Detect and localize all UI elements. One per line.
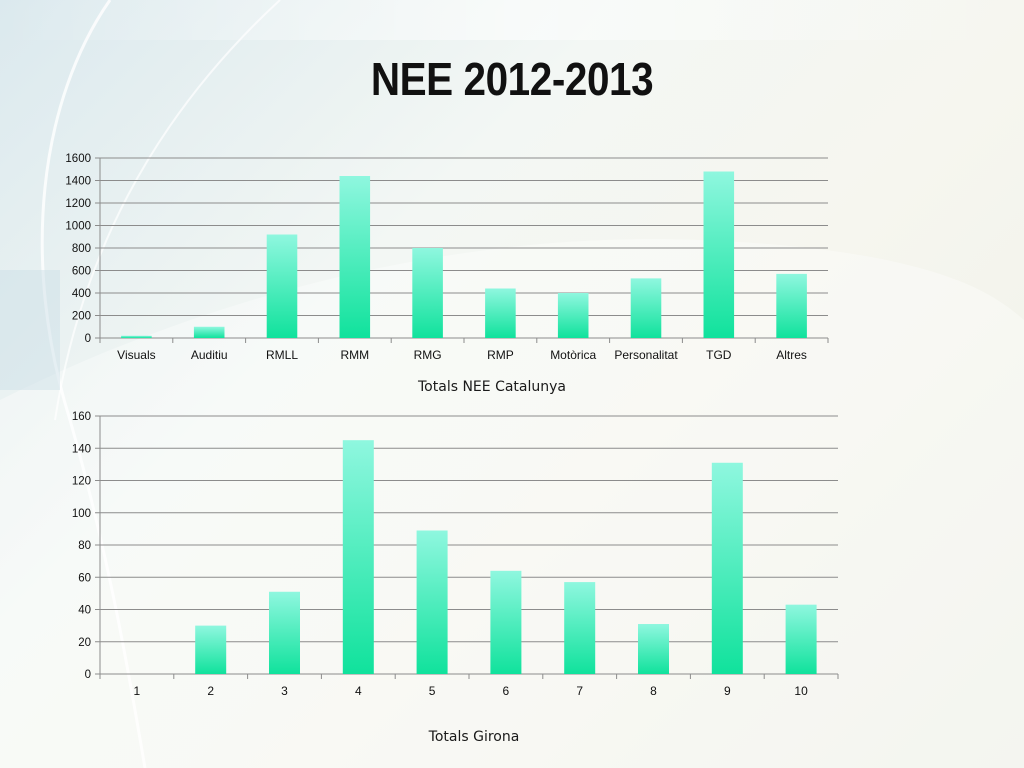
x-tick-label: Altres	[776, 348, 807, 362]
bar	[557, 293, 589, 338]
x-tick-label: RMG	[414, 348, 442, 362]
y-tick-label: 800	[72, 243, 91, 255]
y-tick-label: 120	[72, 476, 91, 488]
x-tick-label: 7	[576, 684, 583, 698]
x-tick-label: Motòrica	[550, 348, 596, 362]
x-tick-label: 8	[650, 684, 657, 698]
y-tick-label: 60	[78, 572, 91, 584]
bar	[193, 326, 225, 338]
y-tick-label: 1600	[65, 153, 91, 165]
y-tick-label: 0	[85, 669, 91, 681]
y-tick-label: 200	[72, 311, 91, 323]
y-tick-label: 600	[72, 266, 91, 278]
bar	[564, 582, 596, 674]
bar	[638, 624, 669, 674]
y-tick-label: 20	[78, 637, 91, 649]
y-tick-label: 140	[72, 443, 91, 455]
y-tick-label: 80	[78, 540, 91, 552]
y-tick-label: 40	[78, 605, 91, 617]
bar	[416, 530, 448, 674]
x-tick-label: 4	[355, 684, 362, 698]
chart-caption-girona: Totals Girona	[428, 729, 520, 745]
bar	[703, 171, 735, 338]
bar	[711, 462, 743, 674]
y-tick-label: 400	[72, 288, 91, 300]
bar	[412, 248, 443, 338]
y-tick-label: 0	[85, 333, 91, 345]
x-tick-label: Visuals	[117, 348, 155, 362]
bar	[630, 278, 662, 338]
x-tick-label: RMM	[340, 348, 369, 362]
x-tick-label: 1	[134, 684, 141, 698]
x-tick-label: RMLL	[266, 348, 298, 362]
x-tick-label: 2	[207, 684, 214, 698]
x-tick-label: Auditiu	[191, 348, 228, 362]
bar	[785, 604, 817, 674]
y-tick-label: 1200	[65, 198, 91, 210]
slide-title: NEE 2012-2013	[370, 53, 654, 105]
y-tick-label: 1000	[65, 221, 91, 233]
x-tick-label: TGD	[706, 348, 732, 362]
y-tick-label: 160	[72, 411, 91, 423]
bar	[121, 335, 152, 338]
x-tick-label: 10	[794, 684, 808, 698]
y-tick-label: 100	[72, 508, 91, 520]
x-tick-label: 5	[429, 684, 436, 698]
chart-caption-catalunya: Totals NEE Catalunya	[418, 379, 566, 395]
bar	[266, 234, 298, 338]
bar	[485, 288, 516, 338]
bar	[776, 273, 807, 338]
bar	[342, 440, 374, 674]
bar	[269, 591, 300, 674]
x-tick-label: 3	[281, 684, 288, 698]
bar	[339, 176, 371, 338]
bar	[490, 570, 522, 674]
x-tick-label: RMP	[487, 348, 514, 362]
y-tick-label: 1400	[65, 176, 91, 188]
x-tick-label: 9	[724, 684, 731, 698]
x-tick-label: Personalitat	[614, 348, 678, 362]
bar	[195, 625, 227, 674]
x-tick-label: 6	[503, 684, 510, 698]
